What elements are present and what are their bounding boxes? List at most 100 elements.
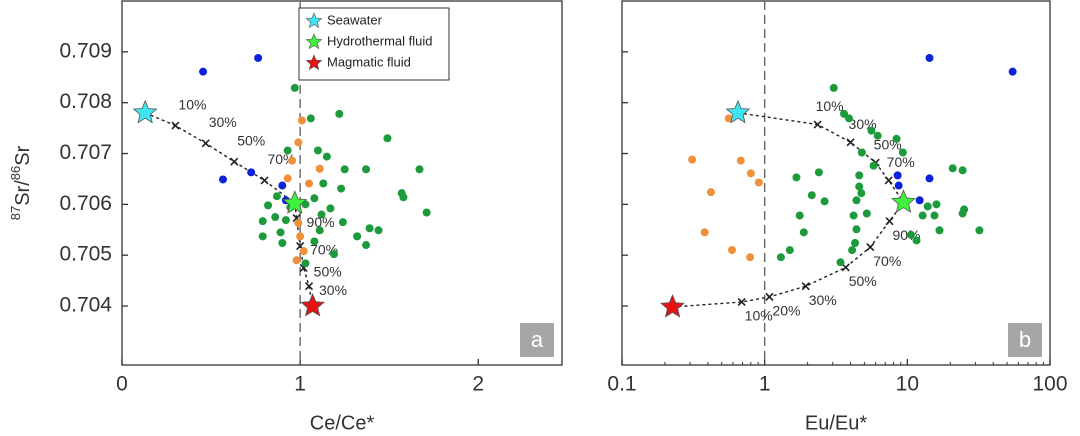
legend-label: Hydrothermal fluid [327,33,433,48]
mixing-point [230,157,239,166]
data-point [278,238,287,247]
data-point [814,168,823,177]
data-point [754,178,763,187]
data-point [935,226,944,235]
data-point [736,156,745,165]
data-point [288,156,297,165]
data-point [310,194,319,203]
data-point [290,83,299,92]
mixing-point [737,297,746,307]
y-title-part: Sr [12,145,34,165]
mixing-label: 30% [319,282,347,298]
data-point [958,209,967,218]
end-member-star [891,189,916,213]
data-point [873,131,882,140]
data-point [272,192,281,201]
data-point [329,250,338,259]
data-point [353,232,362,241]
data-point [399,193,408,202]
data-point [857,148,866,157]
end-member-star [282,190,308,214]
data-point [852,196,861,205]
data-point [867,126,876,135]
x-axis-title: Ce/Ce* [310,412,375,434]
end-member-star [725,99,751,124]
data-point [313,146,322,155]
mixing-point [866,242,875,252]
data-point [199,67,208,76]
data-point [254,53,263,62]
data-point [337,184,346,193]
data-point [326,204,335,213]
mixing-curve [737,112,905,203]
y-tick-label: 0.705 [59,243,112,266]
mixing-label: 90% [307,214,335,230]
data-point [315,164,324,173]
mixing-curve [294,203,314,307]
data-point [219,175,228,184]
mixing-label: 50% [849,273,877,289]
data-point [862,209,871,218]
panel-label: a [531,327,544,352]
data-point [807,191,816,200]
mixing-label: 30% [209,114,237,130]
data-point [319,179,328,188]
end-member-star [300,292,325,317]
x-axis-title: Eu/Eu* [805,412,867,434]
mixing-point [304,282,314,291]
end-member-star [660,293,685,318]
data-point [906,230,915,239]
mixing-label: 70% [887,154,915,170]
y-title-part: Sr/ [12,180,34,206]
x-tick-label: 0.1 [607,373,636,396]
data-point [792,173,801,182]
y-tick-label: 0.708 [59,90,112,113]
legend-star [305,33,323,50]
x-tick-label: 2 [472,373,484,396]
x-tick-label: 10 [896,373,919,396]
end-member-star [132,99,158,124]
mixing-point [765,292,774,301]
mixing-point [813,120,822,129]
data-point [958,166,967,175]
data-point [706,188,715,197]
data-point [932,200,941,209]
mixing-curve [144,112,296,204]
mixing-point [260,176,269,185]
data-point [795,211,804,220]
legend-star [305,12,323,29]
data-point [849,211,858,220]
data-point [315,226,324,235]
data-point [836,258,845,267]
data-point [271,213,280,222]
data-point [915,196,924,205]
mixing-point [884,176,893,185]
data-point [415,165,424,174]
data-point [892,134,901,143]
data-point [297,116,306,125]
mixing-label: 10% [745,308,773,324]
data-point [898,148,907,157]
y-tick-label: 0.706 [59,192,112,215]
data-point [258,217,267,226]
data-point [918,211,927,220]
y-tick-label: 0.709 [59,39,112,62]
data-point [912,236,921,245]
y-title-sup: 87 [8,206,23,220]
data-point [975,226,984,235]
data-point [727,246,736,255]
legend-star [305,54,323,71]
data-point [820,197,829,206]
data-point [283,146,292,155]
data-point [893,171,902,180]
data-point [855,182,864,191]
data-point [338,218,347,227]
data-point [283,174,292,183]
plot-frame [121,0,563,366]
data-point [278,181,287,190]
x-tick-label: 1 [759,373,771,396]
y-tick-label: 0.704 [59,294,112,317]
data-point [851,238,860,247]
mixing-label: 10% [816,98,844,114]
data-point [829,83,838,92]
